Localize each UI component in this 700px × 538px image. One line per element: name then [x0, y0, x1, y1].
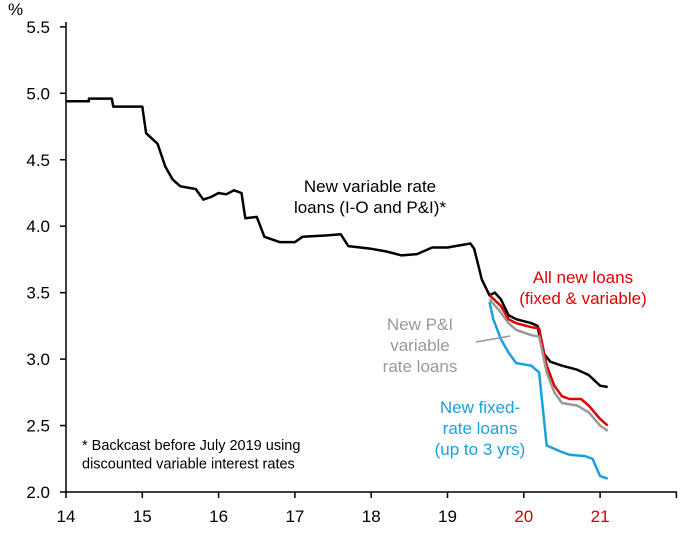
pi-pointer-line [475, 335, 511, 343]
x-tick-label: 17 [285, 507, 304, 526]
y-tick-label: 4.5 [26, 151, 50, 170]
y-tick-label: 2.0 [26, 483, 50, 502]
y-tick-label: 3.5 [26, 284, 50, 303]
annotation-text: rate loans [383, 357, 458, 376]
x-tick-label: 21 [591, 507, 610, 526]
series-line-3 [488, 301, 609, 480]
annotation-text: New fixed- [440, 398, 520, 417]
y-tick-label: 5.0 [26, 84, 50, 103]
annotation-text: * Backcast before July 2019 using [82, 438, 300, 454]
y-tick-label: 2.5 [26, 417, 50, 436]
x-tick-label: 19 [438, 507, 457, 526]
series-line-2 [488, 298, 609, 432]
series-line-0 [66, 97, 608, 389]
annotation-text: loans (I-O and P&I)* [294, 198, 447, 217]
annotation-text: (fixed & variable) [519, 289, 647, 308]
annotation-text: variable [390, 336, 450, 355]
annotation-text: (up to 3 yrs) [435, 440, 526, 459]
x-tick-label: 18 [362, 507, 381, 526]
y-axis-label: % [8, 0, 23, 19]
x-tick-label: 16 [209, 507, 228, 526]
annotation-text: All new loans [533, 268, 633, 287]
annotation-text: discounted variable interest rates [82, 457, 295, 473]
y-tick-label: 3.0 [26, 350, 50, 369]
series-line-1 [488, 294, 609, 427]
y-tick-label: 4.0 [26, 217, 50, 236]
y-tick-label: 5.5 [26, 18, 50, 37]
annotation-text: New P&I [387, 315, 453, 334]
x-tick-label: 15 [133, 507, 152, 526]
x-tick-label: 14 [57, 507, 76, 526]
annotation-text: rate loans [443, 419, 518, 438]
x-tick-label: 20 [514, 507, 533, 526]
annotation-text: New variable rate [304, 177, 436, 196]
